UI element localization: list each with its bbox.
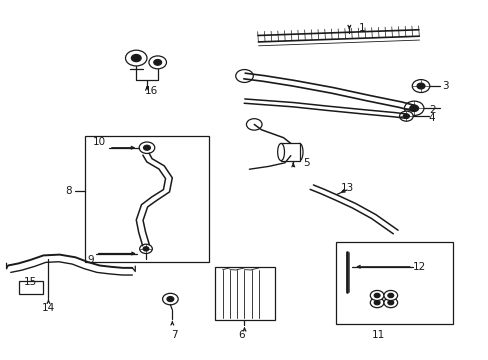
- Circle shape: [387, 293, 393, 298]
- Circle shape: [383, 298, 397, 308]
- Circle shape: [416, 83, 424, 89]
- Text: 4: 4: [428, 113, 434, 123]
- Bar: [335, 242, 452, 324]
- Bar: [281, 143, 299, 161]
- Circle shape: [409, 105, 418, 112]
- Circle shape: [399, 111, 412, 121]
- Text: 14: 14: [42, 303, 55, 314]
- Circle shape: [383, 291, 397, 301]
- Ellipse shape: [277, 143, 284, 161]
- Circle shape: [387, 301, 393, 305]
- Text: 11: 11: [371, 330, 385, 340]
- Text: 8: 8: [65, 186, 72, 197]
- Ellipse shape: [296, 143, 303, 161]
- Circle shape: [131, 54, 141, 62]
- Circle shape: [235, 69, 253, 82]
- Circle shape: [139, 142, 155, 153]
- Text: 2: 2: [428, 105, 434, 115]
- Circle shape: [154, 59, 161, 65]
- Circle shape: [143, 247, 148, 251]
- Text: 15: 15: [24, 277, 37, 287]
- Circle shape: [369, 291, 383, 301]
- Text: 3: 3: [441, 81, 447, 91]
- Bar: [215, 267, 274, 320]
- Circle shape: [411, 80, 429, 93]
- Text: 16: 16: [144, 86, 158, 96]
- Circle shape: [140, 244, 152, 253]
- Circle shape: [125, 50, 147, 66]
- Circle shape: [141, 245, 151, 252]
- Text: 7: 7: [171, 330, 178, 340]
- Circle shape: [404, 101, 423, 116]
- Circle shape: [149, 56, 166, 69]
- Circle shape: [403, 114, 408, 118]
- Text: 6: 6: [238, 330, 245, 340]
- Circle shape: [246, 119, 262, 130]
- Circle shape: [162, 293, 178, 305]
- Text: 12: 12: [412, 262, 425, 272]
- Circle shape: [373, 293, 379, 298]
- Circle shape: [166, 297, 173, 302]
- Circle shape: [143, 145, 150, 150]
- Circle shape: [373, 301, 379, 305]
- Text: 13: 13: [340, 183, 354, 193]
- Circle shape: [369, 298, 383, 308]
- Text: 10: 10: [92, 138, 105, 147]
- Text: 5: 5: [303, 158, 309, 168]
- Bar: [85, 135, 209, 262]
- Text: 9: 9: [87, 255, 94, 265]
- Text: 1: 1: [358, 23, 365, 33]
- Bar: [19, 282, 42, 294]
